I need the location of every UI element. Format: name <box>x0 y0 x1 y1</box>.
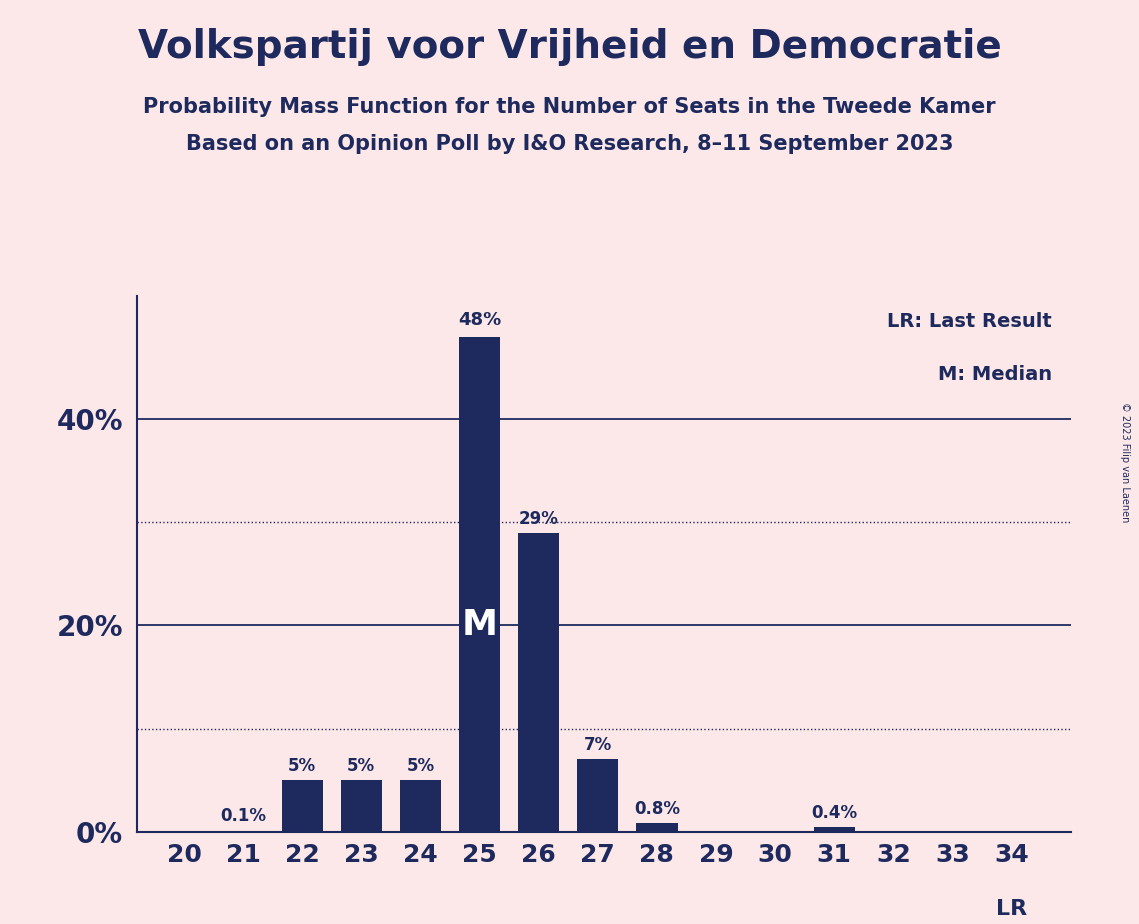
Text: M: Median: M: Median <box>937 365 1052 384</box>
Text: LR: LR <box>995 899 1027 918</box>
Text: © 2023 Filip van Laenen: © 2023 Filip van Laenen <box>1121 402 1130 522</box>
Bar <box>222 831 264 832</box>
Text: 0.1%: 0.1% <box>220 808 267 825</box>
Text: 0.8%: 0.8% <box>634 800 680 819</box>
Text: Probability Mass Function for the Number of Seats in the Tweede Kamer: Probability Mass Function for the Number… <box>144 97 995 117</box>
Text: 48%: 48% <box>458 310 501 329</box>
Bar <box>400 780 441 832</box>
Text: LR: Last Result: LR: Last Result <box>887 311 1052 331</box>
Bar <box>637 823 678 832</box>
Bar <box>577 760 618 832</box>
Text: 5%: 5% <box>407 757 434 775</box>
Bar <box>341 780 382 832</box>
Text: 7%: 7% <box>583 736 612 754</box>
Text: 0.4%: 0.4% <box>811 804 858 822</box>
Bar <box>459 337 500 832</box>
Text: 5%: 5% <box>288 757 317 775</box>
Text: 29%: 29% <box>518 509 558 528</box>
Text: Based on an Opinion Poll by I&O Research, 8–11 September 2023: Based on an Opinion Poll by I&O Research… <box>186 134 953 154</box>
Bar <box>813 828 855 832</box>
Text: M: M <box>461 609 498 642</box>
Bar <box>518 533 559 832</box>
Text: 5%: 5% <box>347 757 376 775</box>
Text: Volkspartij voor Vrijheid en Democratie: Volkspartij voor Vrijheid en Democratie <box>138 28 1001 66</box>
Bar <box>281 780 322 832</box>
